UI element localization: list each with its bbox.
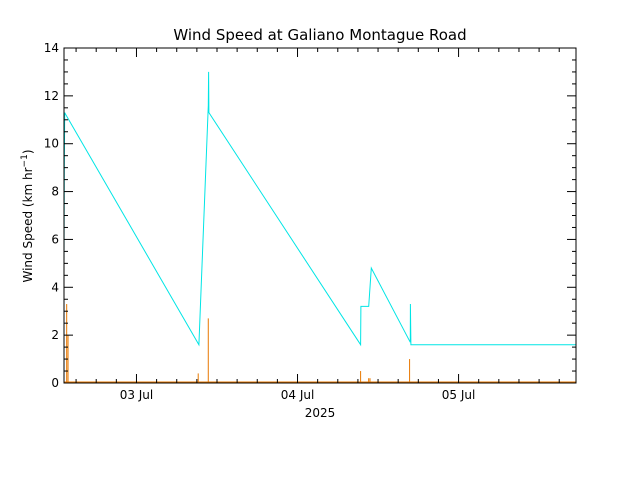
x-tick-label: 03 Jul (120, 388, 154, 402)
x-axis-ticks: 03 Jul 04 Jul 05 Jul (75, 48, 560, 402)
x-tick-label: 04 Jul (281, 388, 315, 402)
y-tick-label: 10 (44, 137, 59, 151)
y-axis-label-close: ) (21, 149, 35, 154)
y-axis-label: Wind Speed (km hr−1) (20, 149, 35, 282)
x-tick-label: 05 Jul (442, 388, 476, 402)
y-tick-label: 4 (51, 280, 59, 294)
y-axis-label-superscript: −1 (20, 154, 30, 167)
y-tick-label: 12 (44, 89, 59, 103)
y-tick-label: 2 (51, 328, 59, 342)
y-axis-ticks: 0 2 4 6 8 10 12 14 (44, 41, 576, 390)
x-axis-label: 2025 (305, 406, 336, 420)
y-tick-label: 6 (51, 232, 59, 246)
y-tick-label: 8 (51, 185, 59, 199)
y-tick-label: 14 (44, 41, 59, 55)
y-tick-label: 0 (51, 376, 59, 390)
series-layer (63, 71, 576, 383)
y-axis-label-main: Wind Speed (km hr (21, 167, 35, 282)
chart-title: Wind Speed at Galiano Montague Road (173, 26, 466, 44)
wind-speed-line (63, 71, 576, 347)
